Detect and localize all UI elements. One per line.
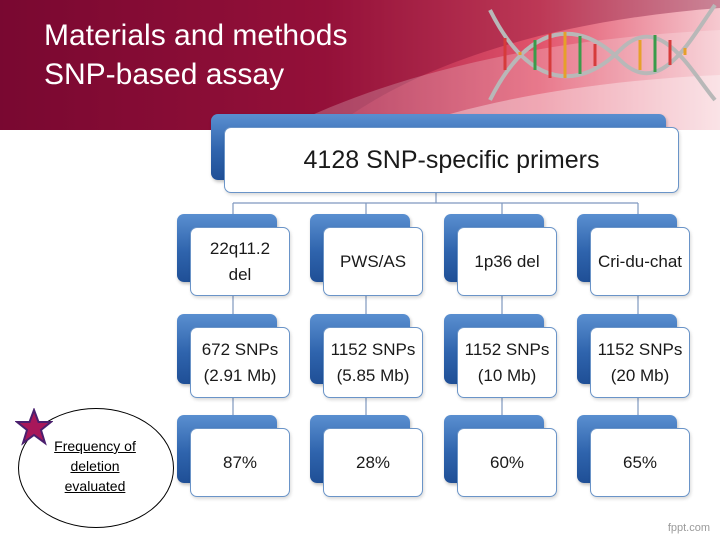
frequency-node: 65% <box>590 428 690 497</box>
snp-node: 672 SNPs (2.91 Mb) <box>190 327 290 398</box>
syndrome-label: Cri-du-chat <box>597 251 683 271</box>
frequency-node: 87% <box>190 428 290 497</box>
star-icon <box>14 407 54 451</box>
frequency-node: 60% <box>457 428 557 497</box>
snp-node: 1152 SNPs (5.85 Mb) <box>323 327 423 398</box>
slide-title: Materials and methods <box>44 19 348 52</box>
snp-label: 672 SNPs (2.91 Mb) <box>201 339 279 385</box>
syndrome-node: Cri-du-chat <box>590 227 690 296</box>
snp-label: 1152 SNPs (20 Mb) <box>597 339 683 385</box>
footer-brand: fppt.com <box>667 522 710 534</box>
root-node: 4128 SNP-specific primers <box>224 127 679 193</box>
syndrome-node: 1p36 del <box>457 227 557 296</box>
frequency-node: 28% <box>323 428 423 497</box>
syndrome-label: 22q11.2 del <box>209 238 271 284</box>
title-banner: Materials and methods SNP-based assay <box>0 0 720 130</box>
root-node-label: 4128 SNP-specific primers <box>303 146 600 174</box>
frequency-label: 60% <box>489 452 525 472</box>
snp-label: 1152 SNPs (5.85 Mb) <box>330 339 416 385</box>
frequency-label: 65% <box>622 452 658 472</box>
snp-node: 1152 SNPs (20 Mb) <box>590 327 690 398</box>
legend-text: Frequency of deletion evaluated <box>54 438 136 494</box>
syndrome-label: 1p36 del <box>474 251 540 271</box>
syndrome-label: PWS/AS <box>339 251 407 271</box>
snp-label: 1152 SNPs (10 Mb) <box>464 339 550 385</box>
frequency-label: 87% <box>222 452 258 472</box>
syndrome-node: 22q11.2 del <box>190 227 290 296</box>
slide-subtitle: SNP-based assay <box>44 58 285 91</box>
syndrome-node: PWS/AS <box>323 227 423 296</box>
snp-node: 1152 SNPs (10 Mb) <box>457 327 557 398</box>
frequency-label: 28% <box>355 452 391 472</box>
